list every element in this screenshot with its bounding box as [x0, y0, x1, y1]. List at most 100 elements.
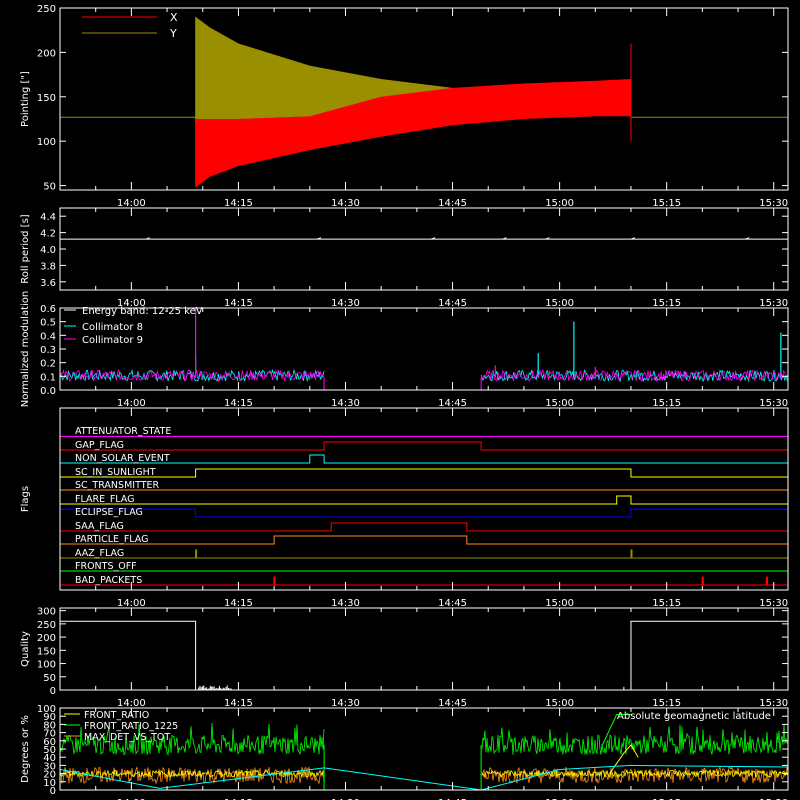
flag-line [60, 495, 788, 505]
text-layer: 14:00 14:15 14:30 14:45 15:00 15:15 15:30 Point… [20, 4, 788, 800]
ratio-legend-label: MAX_DET_VS_TOT [84, 732, 170, 743]
x-tick-label: 14:00 [117, 798, 146, 800]
y-tick-label: 100 [37, 660, 56, 671]
panel-frame [59, 607, 789, 691]
flag-line [60, 576, 788, 586]
x-tick-label: 14:00 [117, 298, 146, 309]
x-tick-label: 15:00 [545, 798, 574, 800]
y-tick-label: 0 [50, 786, 56, 797]
y-tick-label: 0.6 [40, 304, 56, 315]
y-tick-label: 0.5 [40, 318, 56, 329]
y-tick-label: 3.8 [40, 261, 56, 272]
y-tick-label: 250 [37, 4, 56, 15]
roll-period-blip [630, 237, 636, 240]
roll-period-blip [545, 237, 550, 240]
roll-period-blip [502, 237, 507, 240]
flag-label: BAD_PACKETS [75, 575, 142, 586]
x-tick-label: 15:30 [759, 198, 788, 209]
x-tick-label: 14:45 [438, 298, 467, 309]
x-tick-label: 15:00 [545, 398, 574, 409]
x-tick-label: 15:15 [652, 798, 681, 800]
panel-frame [59, 407, 789, 591]
x-tick-label: 14:30 [331, 798, 360, 800]
x-tick-label: 15:30 [759, 598, 788, 609]
ratio-series-1 [59, 722, 789, 756]
x-tick-label: 14:30 [331, 198, 360, 209]
panel-frame [59, 7, 789, 191]
legend-label-y: Y [169, 27, 177, 40]
y-tick-label: 150 [37, 93, 56, 104]
x-tick-label: 14:45 [438, 598, 467, 609]
flag-line [60, 522, 788, 532]
x-tick-label: 14:45 [438, 198, 467, 209]
y-tick-label: 200 [37, 48, 56, 59]
ratio-series-2 [59, 766, 789, 785]
flag-label: SC_IN_SUNLIGHT [75, 467, 156, 478]
y-axis-label: Degrees or % [20, 715, 31, 783]
x-tick-label: 15:30 [759, 798, 788, 800]
y-tick-label: 4.2 [40, 229, 56, 240]
x-tick-label: 14:15 [224, 698, 253, 709]
x-tick-label: 14:30 [331, 398, 360, 409]
x-tick-label: 15:30 [759, 398, 788, 409]
legend-label-x: X [170, 11, 178, 24]
latitude-annotation: Absolute geomagnetic latitude [617, 711, 771, 722]
x-tick-label: 14:15 [224, 798, 253, 800]
flag-label: ECLIPSE_FLAG [75, 507, 143, 518]
x-tick-label: 14:15 [224, 598, 253, 609]
flag-line [60, 441, 788, 451]
x-tick-label: 14:00 [117, 398, 146, 409]
flag-line [60, 468, 788, 478]
flag-label: SC_TRANSMITTER [75, 480, 160, 491]
flag-line [60, 535, 788, 545]
x-tick-label: 14:15 [224, 398, 253, 409]
x-tick-label: 15:15 [652, 398, 681, 409]
y-tick-label: 200 [37, 633, 56, 644]
x-tick-label: 14:30 [331, 598, 360, 609]
x-tick-label: 15:15 [652, 298, 681, 309]
modulation-series-1 [59, 368, 788, 383]
y-axis-label: Normalized modulation [20, 291, 31, 408]
flag-label: FLARE_FLAG [75, 494, 135, 505]
axes-layer [59, 7, 789, 791]
modulation-legend-label: Collimator 8 [82, 322, 143, 333]
flag-label: ATTENUATOR_STATE [75, 426, 171, 437]
roll-period-blip [145, 237, 150, 240]
x-tick-label: 14:45 [438, 798, 467, 800]
flag-label: GAP_FLAG [75, 440, 124, 451]
y-tick-label: 20 [43, 770, 56, 781]
y-axis-label: Roll period [s] [20, 214, 31, 283]
y-tick-label: 50 [43, 745, 56, 756]
x-tick-label: 14:00 [117, 598, 146, 609]
y-tick-label: 150 [37, 646, 56, 657]
x-tick-label: 15:30 [759, 298, 788, 309]
data-layer [59, 16, 789, 791]
y-tick-label: 250 [37, 620, 56, 631]
panel-frame [59, 207, 789, 291]
ratio-series-0 [59, 768, 789, 779]
flag-label: NON_SOLAR_EVENT [75, 453, 170, 464]
ratio-legend-label: FRONT_RATIO [84, 710, 149, 721]
modulation-legend-label: Energy band: 12-25 keV [82, 306, 203, 317]
x-tick-label: 14:30 [331, 698, 360, 709]
flag-label: FRONTS_OFF [75, 561, 137, 572]
y-tick-label: 70 [43, 729, 56, 740]
y-tick-label: 4.4 [40, 212, 56, 223]
flag-label: PARTICLE_FLAG [75, 534, 148, 545]
x-tick-label: 15:00 [545, 298, 574, 309]
y-tick-label: 30 [43, 761, 56, 772]
y-tick-label: 80 [43, 720, 56, 731]
y-tick-label: 0 [50, 686, 56, 697]
y-tick-label: 100 [37, 137, 56, 148]
y-axis-label: Pointing ["] [20, 71, 31, 127]
y-tick-label: 10 [43, 778, 56, 789]
roll-period-blip [316, 237, 322, 240]
latitude-annotation-rise [601, 714, 631, 746]
y-tick-label: 100 [37, 704, 56, 715]
modulation-legend-label: Collimator 9 [82, 335, 143, 346]
y-axis-label: Quality [20, 631, 31, 667]
flag-line [60, 454, 788, 464]
x-tick-label: 14:45 [438, 398, 467, 409]
flag-label: SAA_FLAG [75, 521, 124, 532]
y-axis-label: Flags [20, 486, 31, 512]
